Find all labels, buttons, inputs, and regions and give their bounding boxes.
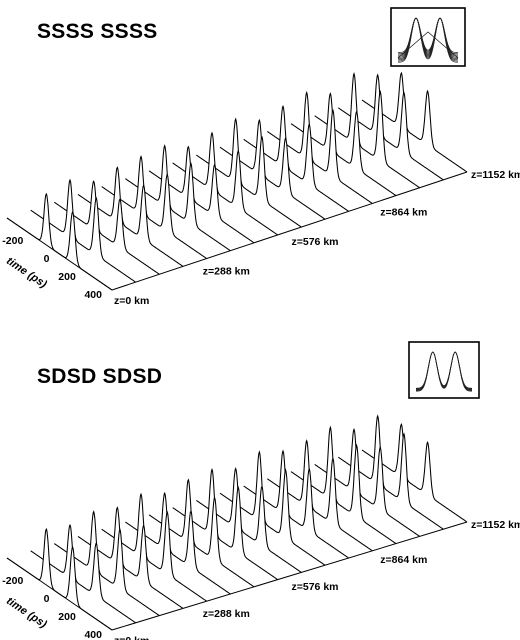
time-tick-2-2: 0: [44, 593, 50, 605]
time-axis-line-1: [6, 217, 113, 291]
z-label-2-4: z=1152 km: [471, 519, 520, 531]
z-label-1-3: z=864 km: [380, 207, 427, 219]
z-label-2-2: z=576 km: [292, 581, 339, 593]
time-tick-2-3: 200: [58, 611, 76, 623]
eye-trace-2-5: [416, 351, 472, 392]
eye-diagram-2: [416, 351, 472, 392]
eye-crossing-1: [397, 31, 459, 59]
time-tick-1-3: 200: [58, 271, 76, 283]
z-label-1-4: z=1152 km: [471, 169, 520, 181]
z-label-2-0: z=0 km: [114, 635, 149, 640]
z-label-1-0: z=0 km: [114, 295, 149, 307]
eye-trace-1-8: [397, 17, 459, 63]
z-axis-line-1: [111, 171, 468, 291]
time-axis-label-1: time (ps): [4, 255, 49, 291]
time-axis-label-2: time (ps): [4, 595, 49, 631]
z-label-2-1: z=288 km: [203, 608, 250, 620]
z-label-1-1: z=288 km: [203, 266, 250, 278]
time-tick-1-4: 400: [84, 289, 102, 301]
time-tick-2-1: -200: [2, 575, 23, 587]
time-tick-2-4: 400: [84, 629, 102, 640]
chart-title-1: SSSS SSSS: [37, 20, 158, 43]
z-label-1-2: z=576 km: [292, 236, 339, 248]
z-axis-line-2: [111, 521, 468, 631]
eye-diagram-1: [397, 17, 459, 63]
time-axis-line-2: [6, 557, 113, 631]
z-label-2-3: z=864 km: [380, 554, 427, 566]
time-tick-1-1: -200: [2, 235, 23, 247]
time-tick-1-2: 0: [44, 253, 50, 265]
chart-title-2: SDSD SDSD: [37, 365, 163, 388]
